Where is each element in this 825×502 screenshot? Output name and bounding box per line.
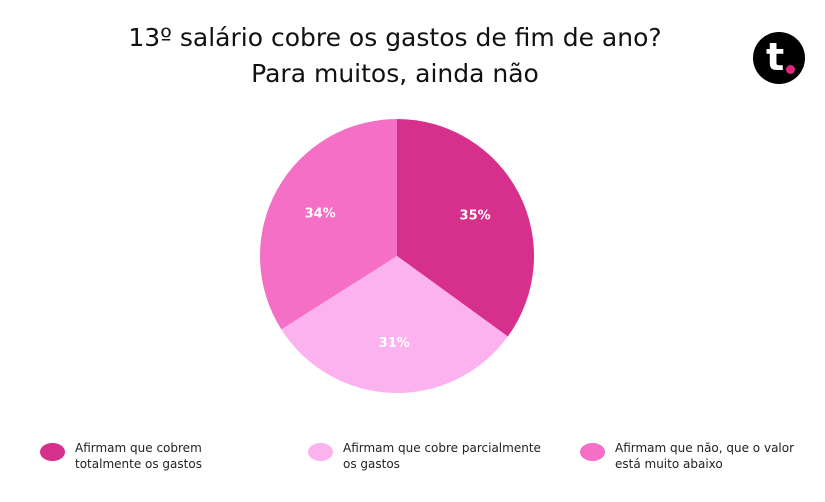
- pie-chart: 35% 31% 34%: [260, 119, 534, 393]
- legend-swatch: [580, 443, 605, 461]
- title-line-1: 13º salário cobre os gastos de fim de an…: [128, 23, 662, 52]
- slice-label-2: 34%: [305, 206, 336, 221]
- legend-label: Afirmam que não, que o valor está muito …: [615, 441, 795, 471]
- pie-slice-1: [281, 256, 508, 393]
- brand-logo: t: [753, 32, 805, 84]
- slice-label-1: 31%: [379, 336, 410, 351]
- pie-slice-2: [260, 119, 397, 330]
- legend-label: Afirmam que cobrem totalmente os gastos: [75, 441, 202, 471]
- legend-label: Afirmam que cobre parcialmente os gastos: [343, 441, 541, 471]
- logo-letter: t: [766, 35, 785, 79]
- legend-item-cobrem-totalmente: Afirmam que cobrem totalmente os gastos: [40, 440, 202, 472]
- title-line-2: Para muitos, ainda não: [251, 59, 539, 88]
- pie-slice-0: [397, 119, 534, 337]
- legend-swatch: [308, 443, 333, 461]
- legend-item-nao-cobre: Afirmam que não, que o valor está muito …: [580, 440, 794, 472]
- slice-label-0: 35%: [460, 209, 491, 224]
- legend-item-cobre-parcialmente: Afirmam que cobre parcialmente os gastos: [308, 440, 541, 472]
- legend: Afirmam que cobrem totalmente os gastos …: [0, 440, 825, 490]
- chart-title: 13º salário cobre os gastos de fim de an…: [0, 20, 790, 92]
- legend-swatch: [40, 443, 65, 461]
- logo-dot: [786, 65, 795, 74]
